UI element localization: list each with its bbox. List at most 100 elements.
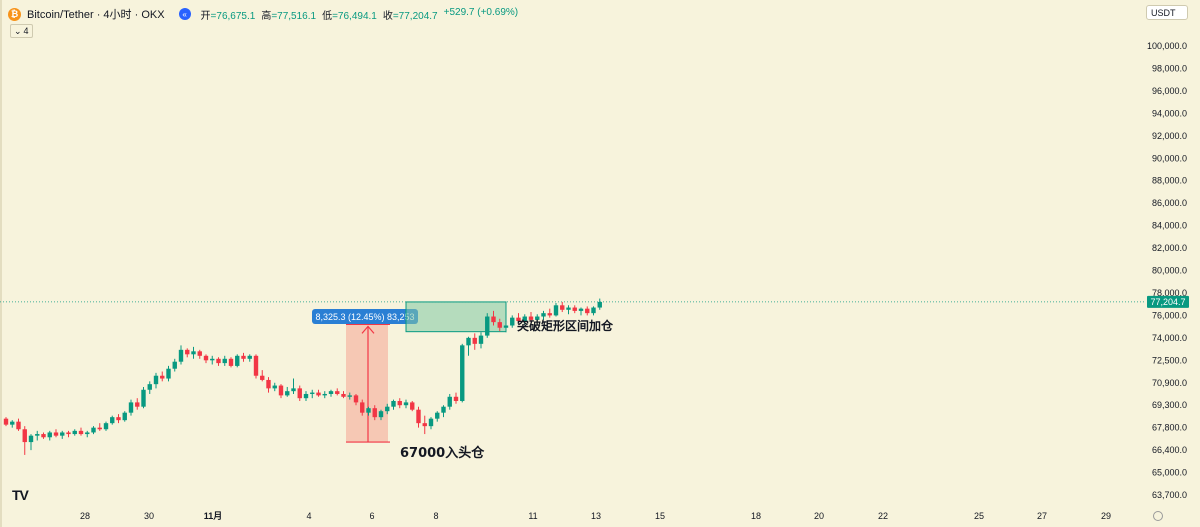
candle-body (16, 421, 21, 430)
chevron-down-icon: ⌄ (14, 25, 22, 36)
time-tick-label: 6 (369, 511, 374, 521)
time-tick-label: 30 (144, 511, 154, 521)
candle-body (22, 429, 27, 443)
price-tick-label: 66,400.0 (1152, 445, 1187, 455)
candle-body (597, 301, 602, 308)
candle-body (416, 409, 421, 424)
candle-body (122, 412, 127, 421)
candle-body (260, 375, 265, 380)
last-price-tag-bg (1147, 295, 1189, 308)
chevrons-left-icon[interactable]: « (178, 8, 191, 20)
candle-body (441, 406, 446, 413)
candle-body (103, 423, 109, 430)
candle-body (322, 393, 327, 396)
currency-select[interactable]: USDT (1146, 5, 1188, 20)
price-tick-label: 84,000.0 (1152, 221, 1187, 231)
time-tick-label: 25 (974, 511, 984, 521)
price-tick-label: 67,800.0 (1152, 423, 1187, 433)
time-tick-label: 11 (528, 511, 537, 521)
time-tick-label: 4 (306, 511, 311, 521)
price-tick-label: 82,000.0 (1152, 243, 1187, 253)
candle-body (191, 351, 196, 355)
low-value: =76,494.1 (332, 10, 377, 22)
candle-body (366, 408, 371, 413)
candle-body (353, 395, 359, 403)
price-tick-label: 78,000.0 (1152, 288, 1187, 298)
close-value: =77,204.7 (392, 10, 438, 22)
candle-body (72, 430, 77, 435)
candle-body (347, 395, 352, 397)
open-value: =76,675.1 (210, 10, 256, 22)
high-label: 高 (261, 10, 272, 22)
price-tick-label: 69,300.0 (1152, 400, 1187, 410)
breakout-rectangle (405, 301, 507, 333)
candle-body (303, 393, 309, 399)
candle-body (447, 396, 452, 407)
price-tick-label: 92,000.0 (1152, 131, 1187, 141)
candle-body (197, 351, 202, 356)
symbol-title[interactable]: Bitcoin/Tether · 4小时 · OKX (27, 9, 165, 21)
candle-body (522, 316, 527, 322)
candle-body (466, 337, 471, 346)
high-value: =77,516.1 (271, 10, 317, 22)
candle-body (210, 358, 215, 361)
time-tick-label: 20 (814, 511, 824, 521)
candle-body (253, 355, 259, 376)
price-tick-label: 86,000.0 (1152, 198, 1187, 208)
price-tick-label: 72,500.0 (1152, 355, 1187, 365)
candle-body (553, 305, 559, 316)
candle-body (185, 349, 190, 355)
price-tick-label: 94,000.0 (1152, 108, 1187, 118)
time-tick-label: 13 (591, 511, 601, 521)
candle-body (585, 308, 590, 314)
candle-body (153, 375, 159, 385)
time-tick-label: 28 (80, 511, 90, 521)
candle-body (247, 355, 252, 359)
candle-body (535, 316, 540, 320)
candle-body (410, 402, 415, 410)
candle-body (85, 432, 90, 435)
gear-icon[interactable] (1153, 511, 1163, 521)
price-tick-label: 65,000.0 (1152, 468, 1187, 478)
candle-body (272, 385, 277, 389)
candle-body (403, 402, 409, 406)
low-label: 低 (322, 10, 333, 22)
candle-body (460, 345, 465, 401)
price-tick-label: 70,900.0 (1152, 378, 1187, 388)
candle-body (147, 384, 152, 390)
tradingview-logo: TV (12, 487, 29, 503)
annotation-entry-text: 67000入头仓 (400, 445, 485, 461)
candle-body (391, 400, 396, 407)
candle-body (172, 361, 177, 369)
candle-body (78, 430, 84, 435)
price-tick-label: 63,700.0 (1152, 490, 1187, 500)
candle-body (266, 379, 271, 389)
candle-body (360, 402, 365, 413)
candle-body (116, 417, 121, 421)
indicator-toggle[interactable]: ⌄ 4 (10, 24, 33, 38)
candle-body (110, 417, 115, 424)
candle-body (422, 423, 427, 427)
measure-arrow-head (361, 325, 375, 334)
annotation-breakout-text: 突破矩形区间加仓 (517, 318, 614, 333)
measure-label-bg (312, 309, 418, 324)
candle-body (53, 432, 59, 436)
candle-body (10, 421, 15, 425)
ohlc-legend: 开=76,675.1 高=77,516.1 低=76,494.1 收=77,20… (201, 7, 519, 22)
candle-body (491, 316, 496, 323)
price-tick-label: 96,000.0 (1152, 86, 1187, 96)
candle-body (378, 411, 384, 418)
candle-body (472, 337, 477, 344)
close-label: 收 (382, 10, 393, 22)
candle-body (3, 418, 9, 425)
candle-body (560, 305, 565, 310)
candle-body (328, 391, 334, 394)
left-border (0, 0, 2, 527)
open-label: 开 (200, 10, 211, 22)
candle-body (497, 322, 502, 328)
candle-body (528, 316, 534, 320)
candle-body (66, 432, 71, 435)
price-tick-label: 90,000.0 (1152, 153, 1187, 163)
candle-body (341, 393, 346, 397)
